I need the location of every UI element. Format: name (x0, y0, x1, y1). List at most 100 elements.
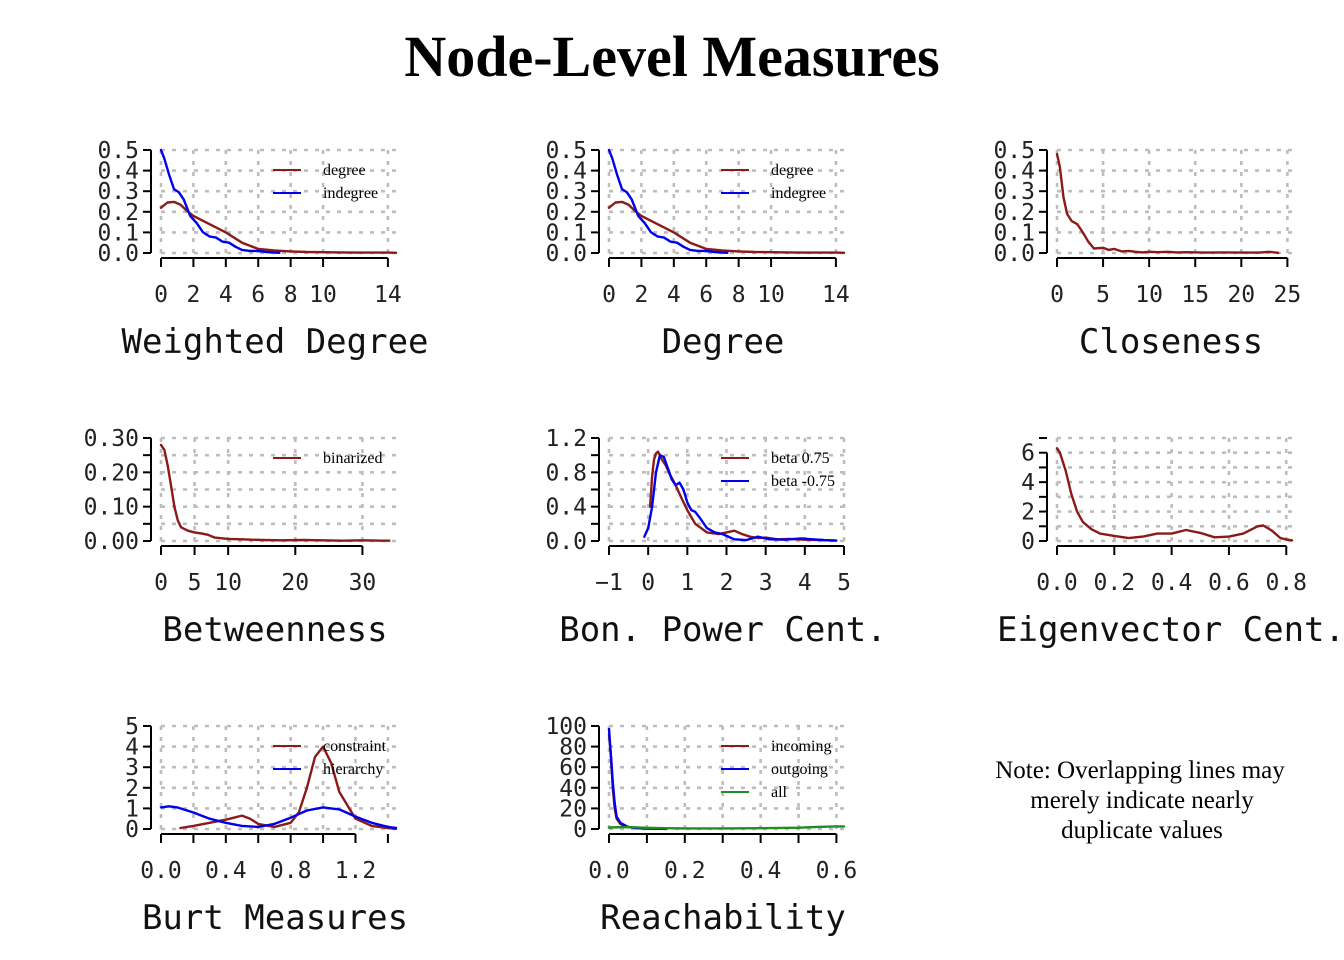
y-tick-label: 0.3 (993, 179, 1035, 205)
series-line (607, 727, 668, 830)
y-tick-label: 0 (1021, 529, 1035, 555)
x-axis-label: Reachability (600, 898, 846, 938)
panel-3: 0.00.10.20.30.40.5 0 5 10 15 20 25 Closeness (993, 138, 1301, 362)
legend-entry: indegree (323, 185, 378, 202)
legend-entry: hierarchy (323, 761, 383, 778)
x-tick-label: 0.8 (270, 858, 312, 884)
y-tick-label: 1 (125, 796, 139, 822)
x-axis-label: Weighted Degree (121, 322, 428, 362)
legend-entry: incoming (771, 738, 831, 755)
x-tick-label: 1 (680, 570, 694, 596)
panel-2: 0.00.10.20.30.40.5 0 2 4 6 8 10 14 Degree degree i… (545, 138, 849, 362)
x-tick-label: 0.0 (140, 858, 182, 884)
x-tick-label: 0 (154, 570, 168, 596)
x-tick-label: 4 (798, 570, 812, 596)
x-tick-label: 10 (757, 282, 785, 308)
x-tick-label: 0.4 (205, 858, 247, 884)
x-tick-label: 8 (732, 282, 746, 308)
x-tick-label: 0.4 (1151, 570, 1193, 596)
legend-entry: degree (323, 162, 366, 179)
y-tick-label: 0 (573, 817, 587, 843)
x-tick-label: 0.2 (664, 858, 706, 884)
y-tick-label: 4 (1021, 470, 1035, 496)
x-tick-label: 0 (154, 282, 168, 308)
y-tick-label: 4 (125, 735, 139, 761)
x-tick-label: 0 (1050, 282, 1064, 308)
panel-1: 0.00.10.20.30.40.5 0 2 4 6 8 10 14 Weighted Degr… (97, 138, 428, 362)
x-tick-label: 10 (1135, 282, 1163, 308)
y-tick-label: 0.8 (545, 460, 587, 486)
x-tick-label: 0.6 (1208, 570, 1250, 596)
y-tick-label: 0.5 (97, 138, 139, 164)
note-line-3: duplicate values (1061, 817, 1223, 844)
note: Note: Overlapping lines may merely indic… (995, 757, 1285, 844)
y-tick-label: 0.1 (993, 220, 1035, 246)
y-tick-label: 0 (125, 817, 139, 843)
series-line (159, 200, 398, 255)
panel-5: 0.0 0.4 0.8 1.2 −1 0 1 2 3 4 5 Bon. Power Cent. beta… (545, 426, 886, 650)
series-line (159, 805, 398, 830)
x-tick-label: 10 (214, 570, 242, 596)
y-tick-label: 0.2 (545, 200, 587, 226)
y-tick-label: 20 (559, 796, 587, 822)
x-tick-label: 0.0 (1036, 570, 1078, 596)
y-tick-label: 0.1 (97, 220, 139, 246)
y-tick-label: 0.5 (545, 138, 587, 164)
y-tick-label: 0.3 (545, 179, 587, 205)
x-tick-label: 0.8 (1265, 570, 1307, 596)
x-axis-label: Eigenvector Cent. (997, 610, 1344, 650)
series-line (607, 200, 846, 255)
series-line (643, 454, 838, 542)
x-tick-label: 30 (349, 570, 377, 596)
x-tick-label: 10 (309, 282, 337, 308)
y-tick-label: 5 (125, 714, 139, 740)
x-tick-label: −1 (595, 570, 623, 596)
y-tick-label: 1.2 (545, 426, 587, 452)
legend-entry: indegree (771, 185, 826, 202)
y-tick-label: 0.00 (84, 529, 139, 555)
x-tick-label: 5 (1096, 282, 1110, 308)
y-tick-label: 0.0 (545, 241, 587, 267)
figure-title: Node-Level Measures (404, 24, 939, 89)
x-tick-label: 2 (186, 282, 200, 308)
note-line-2: merely indicate nearly (1030, 787, 1254, 814)
x-axis-label: Closeness (1079, 322, 1263, 362)
x-tick-label: 14 (822, 282, 850, 308)
y-tick-label: 0.10 (84, 495, 139, 521)
series-line (159, 148, 281, 255)
legend-entry: beta -0.75 (771, 473, 835, 490)
x-tick-label: 15 (1181, 282, 1209, 308)
legend-entry: outgoing (771, 761, 828, 778)
series-line (159, 443, 391, 542)
y-tick-label: 0.3 (97, 179, 139, 205)
x-tick-label: 0 (641, 570, 655, 596)
x-tick-label: 2 (720, 570, 734, 596)
x-tick-label: 3 (759, 570, 773, 596)
series-line (607, 733, 668, 830)
x-tick-label: 20 (281, 570, 309, 596)
x-tick-label: 25 (1274, 282, 1302, 308)
x-axis-label: Degree (662, 322, 785, 362)
x-tick-label: 5 (188, 570, 202, 596)
x-tick-label: 5 (837, 570, 851, 596)
y-tick-label: 40 (559, 776, 587, 802)
panel-6: 0 2 4 6 0.0 0.2 0.4 0.6 0.8 Eigenvector Cent. (997, 436, 1344, 650)
x-tick-label: 1.2 (335, 858, 377, 884)
legend-entry: degree (771, 162, 814, 179)
y-tick-label: 3 (125, 755, 139, 781)
x-tick-label: 4 (219, 282, 233, 308)
x-tick-label: 20 (1227, 282, 1255, 308)
legend-entry: binarized (323, 450, 383, 467)
x-axis-label: Burt Measures (142, 898, 408, 938)
y-tick-label: 0.0 (545, 529, 587, 555)
x-tick-label: 6 (251, 282, 265, 308)
legend-entry: constraint (323, 738, 387, 755)
x-tick-label: 0.6 (816, 858, 858, 884)
y-tick-label: 0.4 (993, 159, 1035, 185)
panel-4: 0.00 0.10 0.20 0.30 0 5 10 20 30 Betweenness binar… (84, 426, 396, 650)
series-line (607, 825, 846, 830)
